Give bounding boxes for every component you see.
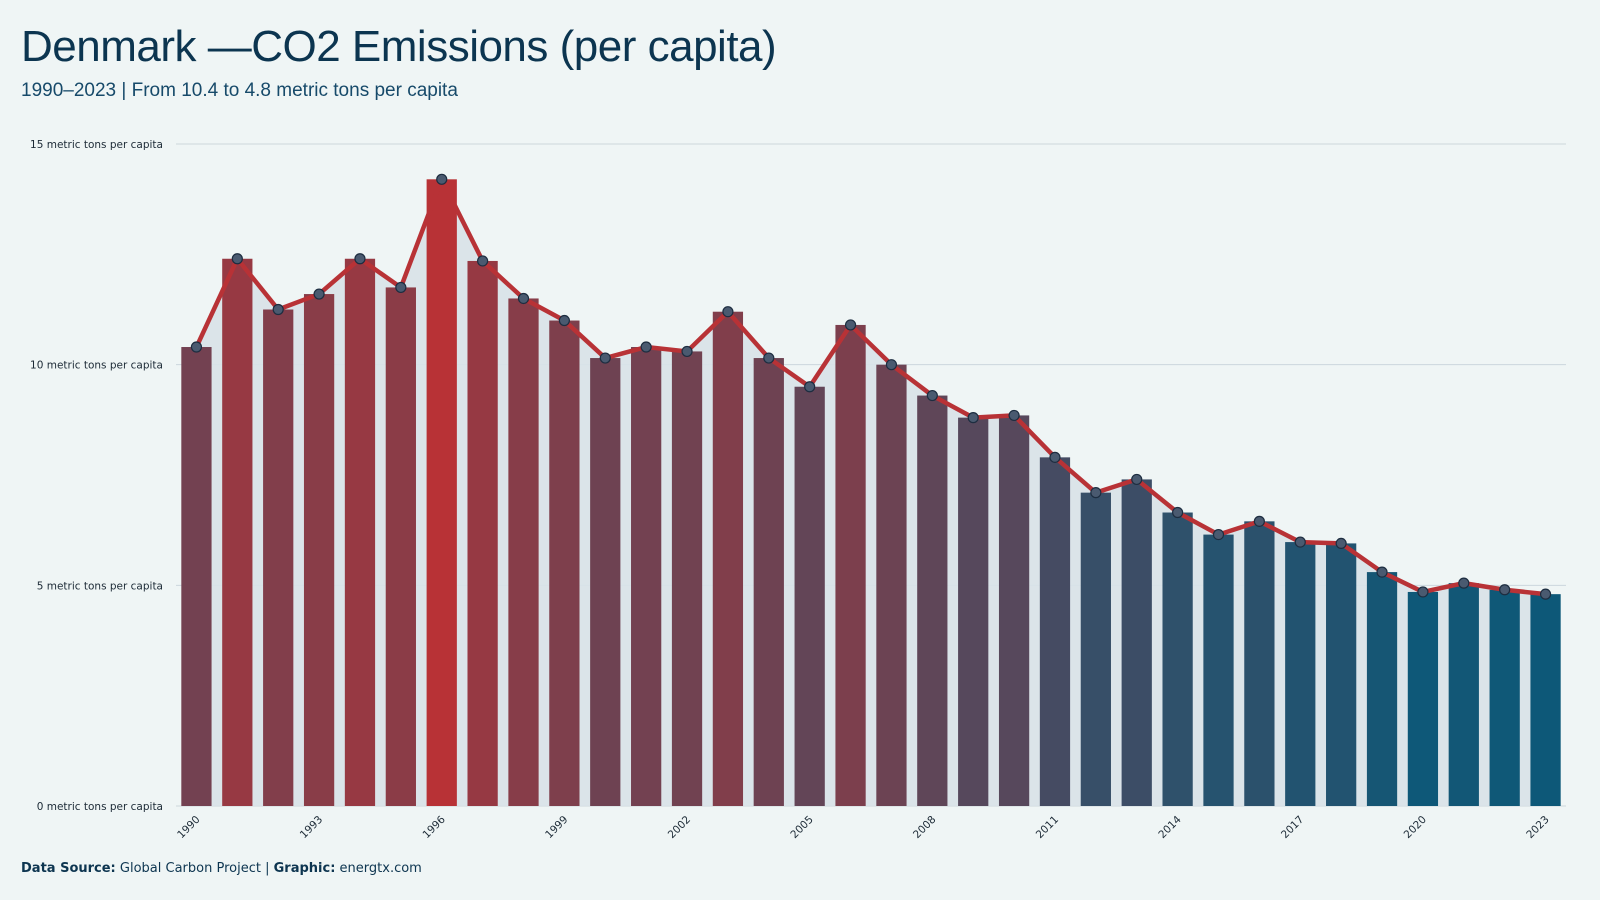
- data-point: [517, 292, 530, 305]
- data-point: [722, 306, 734, 318]
- x-tick-label: 2020: [1402, 814, 1429, 841]
- data-point: [395, 281, 407, 294]
- data-point: [1376, 566, 1388, 578]
- data-point: [231, 253, 243, 265]
- bar: [1244, 521, 1275, 806]
- x-tick-label: 2002: [666, 814, 693, 841]
- bar: [958, 417, 989, 806]
- bar: [1366, 572, 1398, 806]
- bar: [385, 287, 416, 806]
- data-point: [926, 389, 938, 402]
- bar: [467, 260, 498, 806]
- graphic-value: energtx.com: [339, 861, 422, 876]
- bar: [1448, 583, 1479, 806]
- bar: [426, 179, 457, 807]
- bar: [1121, 479, 1152, 806]
- bar: [998, 415, 1030, 806]
- data-point: [272, 303, 284, 316]
- x-tick-label: 2011: [1034, 814, 1061, 841]
- bar: [1285, 542, 1316, 806]
- data-point: [599, 352, 611, 364]
- x-tick-label: 2005: [788, 814, 815, 841]
- chart-subtitle: 1990–2023 | From 10.4 to 4.8 metric tons…: [21, 80, 458, 101]
- bar: [549, 320, 580, 806]
- x-tick-label: 2023: [1524, 814, 1551, 841]
- x-axis: 1990 1993 1996 1999 2002 2005 2008 2011 2014 2017…: [175, 813, 1552, 841]
- y-tick-label: 15 metric tons per capita: [30, 139, 163, 151]
- data-point: [1458, 577, 1470, 589]
- data-point: [1212, 528, 1225, 541]
- bar: [712, 311, 744, 806]
- bar: [181, 347, 212, 806]
- data-point: [640, 341, 652, 353]
- bar: [590, 358, 621, 806]
- y-tick-label: 5 metric tons per capita: [37, 580, 163, 592]
- data-point: [804, 381, 816, 393]
- bar: [1326, 543, 1357, 806]
- data-point: [763, 352, 775, 364]
- data-point: [190, 341, 203, 353]
- y-tick-label: 10 metric tons per capita: [30, 360, 163, 372]
- bar: [344, 258, 376, 806]
- bar: [1203, 534, 1234, 806]
- data-point: [1539, 588, 1552, 600]
- bar: [1080, 492, 1111, 806]
- bar: [222, 258, 253, 806]
- data-point: [436, 173, 448, 185]
- bar: [671, 351, 703, 806]
- data-point: [1294, 536, 1306, 548]
- x-tick-label: 2008: [911, 814, 938, 841]
- data-point: [1090, 487, 1102, 499]
- x-tick-label: 1996: [420, 813, 448, 841]
- bar: [835, 324, 866, 806]
- bar: [1530, 594, 1561, 806]
- data-point: [681, 345, 693, 358]
- data-point: [1417, 586, 1429, 598]
- data-point: [885, 359, 898, 371]
- x-tick-label: 1990: [175, 814, 202, 841]
- source-value: Global Carbon Project: [119, 861, 261, 876]
- source-label: Data Source:: [21, 861, 116, 876]
- y-axis: 0 metric tons per capita 5 metric tons pe…: [30, 139, 163, 813]
- footer-separator: |: [265, 861, 270, 876]
- bar: [263, 309, 294, 806]
- bar: [303, 294, 335, 806]
- bar: [1407, 591, 1439, 806]
- bar: [917, 395, 948, 806]
- x-tick-label: 2017: [1279, 814, 1306, 841]
- data-point: [1253, 515, 1265, 527]
- x-tick-label: 1993: [298, 814, 325, 841]
- bar: [1039, 457, 1071, 806]
- data-point: [558, 314, 570, 327]
- bar: [508, 298, 539, 806]
- line-layer: [194, 177, 1548, 597]
- marker-layer: [190, 173, 1552, 600]
- data-point: [967, 412, 979, 424]
- data-point: [1499, 584, 1511, 596]
- bar: [1162, 512, 1193, 806]
- data-point: [1008, 409, 1020, 422]
- x-tick-label: 1999: [543, 814, 570, 841]
- data-point: [313, 288, 325, 300]
- data-point: [1172, 506, 1184, 519]
- bar: [631, 347, 662, 806]
- data-point: [1049, 451, 1061, 463]
- bar: [753, 358, 784, 806]
- bar: [794, 386, 825, 806]
- bar: [876, 364, 907, 806]
- data-point: [354, 253, 366, 265]
- x-tick-label: 2014: [1156, 813, 1184, 841]
- data-point: [477, 255, 489, 267]
- graphic-label: Graphic:: [273, 861, 336, 876]
- bar-layer: [181, 179, 1561, 807]
- series-line: [194, 177, 1548, 597]
- footer: Data Source: Global Carbon Project | Gra…: [21, 861, 422, 876]
- data-point: [1335, 537, 1347, 550]
- chart-title: Denmark —CO2 Emissions (per capita): [21, 22, 777, 71]
- data-point: [844, 319, 857, 331]
- data-point: [1131, 473, 1143, 486]
- y-tick-label: 0 metric tons per capita: [37, 801, 163, 813]
- bar: [1489, 589, 1520, 806]
